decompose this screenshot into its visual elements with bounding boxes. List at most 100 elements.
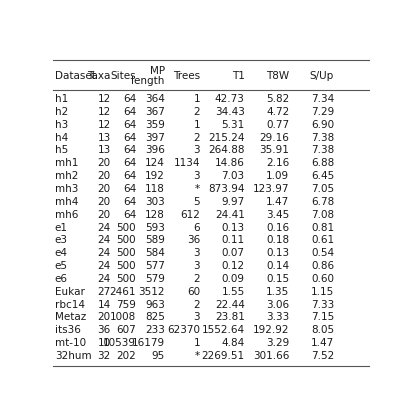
Text: mh2: mh2 [55, 171, 78, 181]
Text: 64: 64 [123, 145, 136, 155]
Text: 1.35: 1.35 [266, 287, 289, 297]
Text: mh4: mh4 [55, 197, 78, 207]
Text: 6.78: 6.78 [311, 197, 334, 207]
Text: 0.18: 0.18 [266, 235, 289, 245]
Text: 118: 118 [145, 184, 165, 194]
Text: 5.82: 5.82 [266, 94, 289, 104]
Text: 12: 12 [97, 94, 110, 104]
Text: 12: 12 [97, 120, 110, 130]
Text: 128: 128 [145, 210, 165, 220]
Text: 0.13: 0.13 [266, 248, 289, 258]
Text: 5: 5 [193, 197, 200, 207]
Text: 7.15: 7.15 [311, 312, 334, 322]
Text: 233: 233 [145, 325, 165, 335]
Text: 0.07: 0.07 [222, 248, 245, 258]
Text: 64: 64 [123, 158, 136, 168]
Text: 64: 64 [123, 171, 136, 181]
Text: 1: 1 [193, 94, 200, 104]
Text: 500: 500 [117, 235, 136, 245]
Text: 7.29: 7.29 [311, 107, 334, 117]
Text: 0.14: 0.14 [266, 261, 289, 271]
Text: mh3: mh3 [55, 184, 78, 194]
Text: 202: 202 [116, 351, 136, 361]
Text: 2: 2 [193, 133, 200, 143]
Text: 1008: 1008 [110, 312, 136, 322]
Text: 36: 36 [187, 235, 200, 245]
Text: 20: 20 [98, 171, 110, 181]
Text: 1.55: 1.55 [221, 287, 245, 297]
Text: 3512: 3512 [138, 287, 165, 297]
Text: 1.15: 1.15 [311, 287, 334, 297]
Text: its36: its36 [55, 325, 81, 335]
Text: 3: 3 [193, 312, 200, 322]
Text: Dataset: Dataset [55, 71, 96, 81]
Text: Eukar: Eukar [55, 287, 84, 297]
Text: 20: 20 [98, 197, 110, 207]
Text: 264.88: 264.88 [208, 145, 245, 155]
Text: 2.16: 2.16 [266, 158, 289, 168]
Text: 22.44: 22.44 [215, 300, 245, 310]
Text: 367: 367 [145, 107, 165, 117]
Text: 0.09: 0.09 [222, 274, 245, 284]
Text: 42.73: 42.73 [215, 94, 245, 104]
Text: 2269.51: 2269.51 [201, 351, 245, 361]
Text: 359: 359 [145, 120, 165, 130]
Text: h1: h1 [55, 94, 68, 104]
Text: 7.52: 7.52 [311, 351, 334, 361]
Text: 397: 397 [145, 133, 165, 143]
Text: 16179: 16179 [132, 338, 165, 348]
Text: 3.29: 3.29 [266, 338, 289, 348]
Text: 24.41: 24.41 [215, 210, 245, 220]
Text: 20: 20 [98, 158, 110, 168]
Text: 396: 396 [145, 145, 165, 155]
Text: *: * [195, 184, 200, 194]
Text: mh6: mh6 [55, 210, 78, 220]
Text: 9.97: 9.97 [221, 197, 245, 207]
Text: 14: 14 [97, 300, 110, 310]
Text: 4.84: 4.84 [221, 338, 245, 348]
Text: 14.86: 14.86 [215, 158, 245, 168]
Text: 301.66: 301.66 [253, 351, 289, 361]
Text: 500: 500 [117, 261, 136, 271]
Text: S/Up: S/Up [310, 71, 334, 81]
Text: 364: 364 [145, 94, 165, 104]
Text: MP: MP [150, 66, 165, 76]
Text: 3.33: 3.33 [266, 312, 289, 322]
Text: 13: 13 [97, 145, 110, 155]
Text: 24: 24 [97, 235, 110, 245]
Text: h5: h5 [55, 145, 68, 155]
Text: 2461: 2461 [110, 287, 136, 297]
Text: e5: e5 [55, 261, 68, 271]
Text: 584: 584 [145, 248, 165, 258]
Text: 0.60: 0.60 [311, 274, 334, 284]
Text: 577: 577 [145, 261, 165, 271]
Text: 1134: 1134 [173, 158, 200, 168]
Text: 1.47: 1.47 [266, 197, 289, 207]
Text: 95: 95 [152, 351, 165, 361]
Text: 23.81: 23.81 [215, 312, 245, 322]
Text: 20: 20 [98, 312, 110, 322]
Text: 0.16: 0.16 [266, 222, 289, 232]
Text: 64: 64 [123, 94, 136, 104]
Text: 1: 1 [193, 338, 200, 348]
Text: 62370: 62370 [167, 325, 200, 335]
Text: 0.86: 0.86 [311, 261, 334, 271]
Text: 3.45: 3.45 [266, 210, 289, 220]
Text: 500: 500 [117, 222, 136, 232]
Text: 3.06: 3.06 [266, 300, 289, 310]
Text: 20: 20 [98, 184, 110, 194]
Text: 24: 24 [97, 261, 110, 271]
Text: 35.91: 35.91 [260, 145, 289, 155]
Text: *: * [195, 351, 200, 361]
Text: 13: 13 [97, 133, 110, 143]
Text: 0.81: 0.81 [311, 222, 334, 232]
Text: 7.34: 7.34 [311, 94, 334, 104]
Text: 7.03: 7.03 [222, 171, 245, 181]
Text: 1: 1 [193, 120, 200, 130]
Text: 6.90: 6.90 [311, 120, 334, 130]
Text: 123.97: 123.97 [253, 184, 289, 194]
Text: 12: 12 [97, 107, 110, 117]
Text: 64: 64 [123, 133, 136, 143]
Text: 5.31: 5.31 [221, 120, 245, 130]
Text: length: length [131, 76, 165, 86]
